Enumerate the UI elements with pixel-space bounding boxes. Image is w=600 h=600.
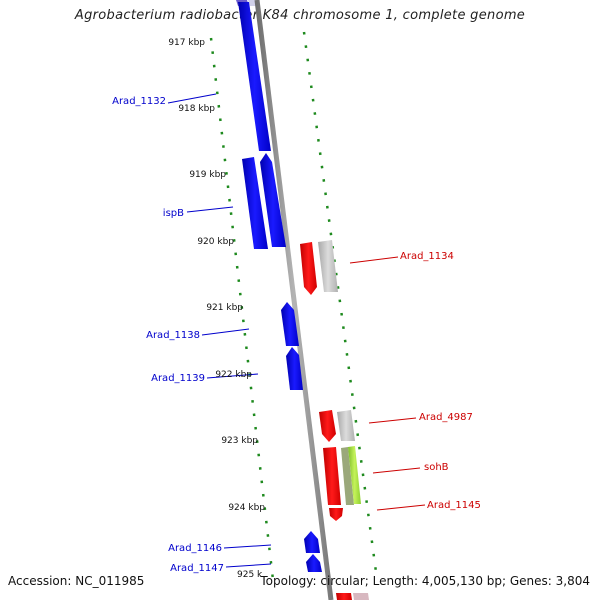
gene-arad-4987-partner[interactable]: [337, 410, 355, 441]
gene-labels-left: Arad_1132 ispB Arad_1138 Arad_1139 Arad_…: [112, 96, 224, 574]
label-arad-1138[interactable]: Arad_1138: [146, 330, 200, 341]
gene-arad-4987[interactable]: [319, 410, 336, 442]
tick-label: 919 kbp: [189, 170, 226, 180]
gene-ispb-b[interactable]: [260, 153, 286, 247]
label-arad-1132[interactable]: Arad_1132: [112, 96, 166, 107]
tick-labels: 917 kbp 918 kbp 919 kbp 920 kbp 921 kbp …: [168, 38, 265, 580]
tick-label: 925 k: [237, 570, 263, 580]
tick-label: 922 kbp: [215, 370, 252, 380]
gene-arad-1132[interactable]: [238, 2, 271, 151]
gene-sohb-partner-green[interactable]: [348, 446, 361, 504]
gene-arad-1145[interactable]: [329, 508, 343, 521]
chromosome-backbone: [254, 0, 334, 600]
leader-sohb: [372, 467, 421, 474]
gene-bottom-gray[interactable]: [353, 593, 369, 600]
gene-arad-1138[interactable]: [281, 302, 299, 346]
leader-arad-1145: [376, 504, 426, 511]
leader-arad-1146: [223, 544, 272, 549]
gene-bottom-red[interactable]: [336, 593, 352, 600]
tick-label: 924 kbp: [228, 503, 265, 513]
tick-label: 918 kbp: [178, 104, 215, 114]
gene-arad-1139[interactable]: [286, 347, 303, 390]
tick-label: 920 kbp: [197, 237, 234, 247]
tick-label: 923 kbp: [221, 436, 258, 446]
tick-label: 917 kbp: [168, 38, 205, 48]
leader-arad-1132: [167, 93, 217, 104]
gene-arad-1134-partner[interactable]: [318, 240, 338, 292]
gene-arad-1134[interactable]: [300, 242, 317, 295]
label-arad-4987[interactable]: Arad_4987: [419, 412, 473, 423]
leader-lines: [167, 93, 426, 568]
gene-arad-1147[interactable]: [306, 554, 322, 572]
map-title: Agrobacterium radiobacter K84 chromosome…: [74, 8, 526, 23]
accession-text: Accession: NC_011985: [8, 574, 145, 588]
label-arad-1139[interactable]: Arad_1139: [151, 373, 205, 384]
leader-arad-1139: [206, 373, 259, 379]
gene-ispb-a[interactable]: [242, 157, 268, 249]
reverse-genes: [300, 240, 369, 600]
forward-genes: [238, 2, 322, 572]
label-ispb[interactable]: ispB: [163, 208, 184, 219]
leader-arad-1134: [349, 256, 399, 264]
gene-sohb-partner[interactable]: [341, 447, 354, 505]
leader-arad-4987: [368, 417, 417, 424]
leader-ispb: [186, 206, 234, 213]
label-arad-1146[interactable]: Arad_1146: [168, 543, 222, 554]
leader-arad-1147: [225, 563, 272, 568]
genome-summary-text: Topology: circular; Length: 4,005,130 bp…: [260, 574, 590, 588]
gene-arad-1146[interactable]: [304, 531, 320, 553]
label-arad-1134[interactable]: Arad_1134: [400, 251, 454, 262]
leader-arad-1138: [201, 328, 250, 336]
gene-sohb[interactable]: [323, 447, 341, 505]
label-arad-1147[interactable]: Arad_1147: [170, 563, 224, 574]
label-arad-1145[interactable]: Arad_1145: [427, 500, 481, 511]
label-sohb[interactable]: sohB: [424, 462, 449, 473]
outer-tick-guide: [302, 31, 378, 573]
tick-label: 921 kbp: [206, 303, 243, 313]
gene-labels-right: Arad_1134 Arad_4987 sohB Arad_1145: [400, 251, 481, 511]
